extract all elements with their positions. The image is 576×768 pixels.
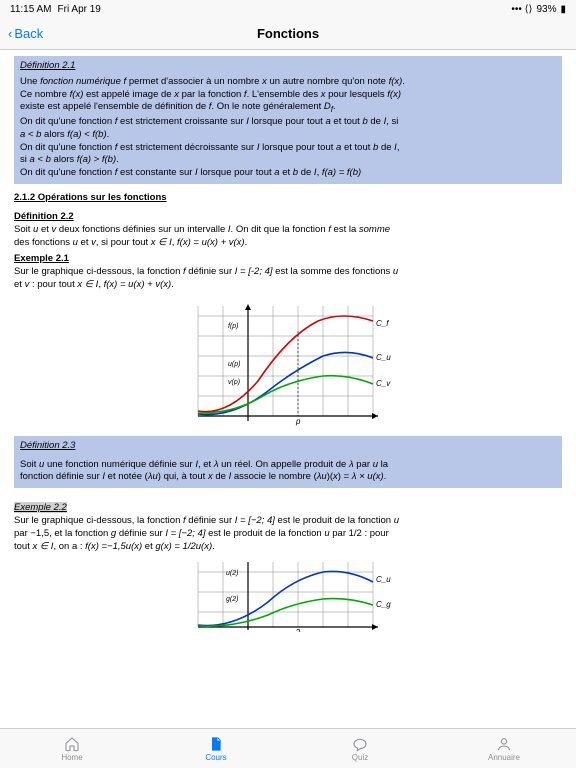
battery-pct: 93% (536, 4, 556, 15)
svg-text:p: p (295, 417, 301, 426)
tab-annuaire[interactable]: Annuaire (432, 729, 576, 768)
svg-text:C_u: C_u (376, 575, 391, 584)
svg-text:f(p): f(p) (228, 323, 239, 330)
back-button[interactable]: ‹ Back (0, 26, 43, 41)
def-2-2-body: Soit u et v deux fonctions définies sur … (14, 224, 562, 250)
person-icon (496, 736, 512, 752)
wifi-icon: ••• ⟨⟩ (511, 4, 532, 15)
ex-2-2-heading: Exemple 2.2 (14, 502, 67, 513)
status-bar: 11:15 AM Fri Apr 19 ••• ⟨⟩ 93% ▮ (0, 0, 576, 18)
def-body: Soit u une fonction numérique définie su… (20, 459, 556, 485)
tab-label: Annuaire (488, 753, 520, 762)
svg-text:v(p): v(p) (228, 379, 240, 386)
def-heading: Définition 2.1 (20, 60, 556, 73)
content-area[interactable]: Définition 2.1 Une fonction numérique f … (0, 50, 576, 728)
back-label: Back (14, 26, 43, 41)
tab-label: Cours (205, 753, 226, 762)
ex-2-1-heading: Exemple 2.1 (14, 253, 562, 266)
chevron-left-icon: ‹ (8, 26, 12, 41)
ex-2-1-body: Sur le graphique ci-dessous, la fonction… (14, 266, 562, 292)
chat-icon (352, 736, 368, 752)
ex-2-2-body: Sur le graphique ci-dessous, la fonction… (14, 515, 562, 553)
tab-label: Quiz (352, 753, 368, 762)
section-2-1-2: 2.1.2 Opérations sur les fonctions (14, 192, 562, 205)
svg-text:g(2): g(2) (226, 596, 238, 603)
svg-text:2: 2 (296, 628, 301, 632)
battery-icon: ▮ (560, 4, 566, 15)
svg-text:u(2): u(2) (226, 570, 238, 577)
tab-label: Home (61, 753, 82, 762)
svg-text:C_u: C_u (376, 353, 391, 362)
home-icon (64, 736, 80, 752)
definition-2-1: Définition 2.1 Une fonction numérique f … (14, 56, 562, 184)
status-date: Fri Apr 19 (58, 4, 101, 15)
chart-2: C_u C_g u(2) g(2) 2 (178, 557, 398, 632)
tab-bar: Home Cours Quiz Annuaire (0, 728, 576, 768)
svg-text:C_g: C_g (376, 600, 391, 609)
page-title: Fonctions (257, 26, 319, 41)
def-body: Une fonction numérique f permet d'associ… (20, 76, 556, 180)
tab-home[interactable]: Home (0, 729, 144, 768)
document-icon (208, 736, 224, 752)
def-heading: Définition 2.3 (20, 440, 556, 453)
nav-bar: ‹ Back Fonctions (0, 18, 576, 50)
status-time: 11:15 AM (10, 4, 52, 15)
chart-1: C_f C_u C_v f(p) u(p) v(p) p (178, 296, 398, 426)
svg-text:C_v: C_v (376, 379, 391, 388)
svg-text:u(p): u(p) (228, 361, 240, 368)
definition-2-3: Définition 2.3 Soit u une fonction numér… (14, 436, 562, 488)
def-2-2-heading: Définition 2.2 (14, 211, 562, 224)
svg-text:C_f: C_f (376, 319, 389, 328)
tab-cours[interactable]: Cours (144, 729, 288, 768)
tab-quiz[interactable]: Quiz (288, 729, 432, 768)
